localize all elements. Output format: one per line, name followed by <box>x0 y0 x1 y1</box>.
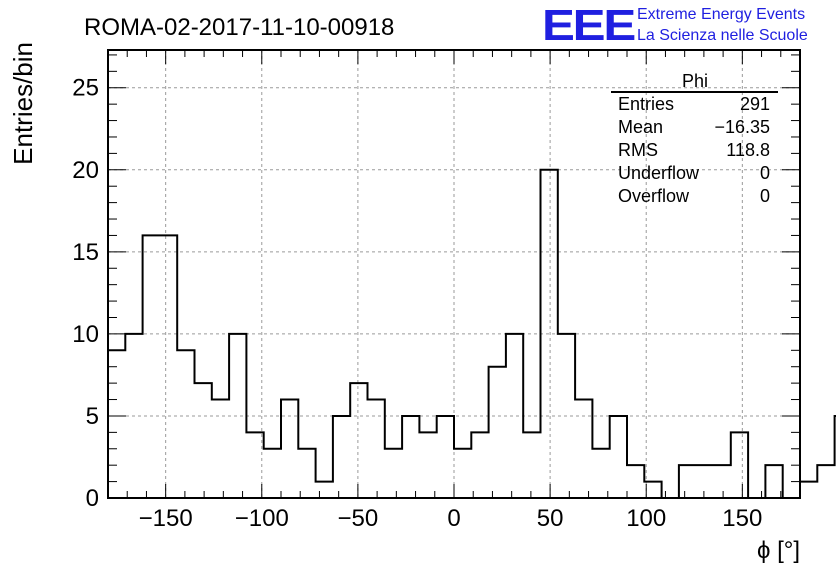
x-tick-label: 0 <box>447 505 460 532</box>
histogram-bin-29 <box>610 416 627 498</box>
histogram-bin-19 <box>437 416 454 498</box>
y-axis-label: Entries/bin <box>8 42 38 165</box>
stats-underflow-value: 0 <box>760 163 770 183</box>
axis-ticks <box>107 50 801 499</box>
y-tick-label: 0 <box>86 485 99 512</box>
x-tick-labels: −150 −100 −50 0 50 100 150 <box>139 505 763 532</box>
histogram-bin-9 <box>264 449 281 498</box>
histogram-bin-0 <box>108 350 125 498</box>
histogram-bin-27 <box>575 400 592 498</box>
stats-mean-value: −16.35 <box>714 117 770 137</box>
histogram-bin-15 <box>368 400 385 498</box>
histogram-bin-14 <box>350 383 367 498</box>
stats-underflow-label: Underflow <box>618 163 700 183</box>
histogram-bin-22 <box>489 367 506 498</box>
y-tick-labels: 0 5 10 15 20 25 <box>72 75 99 512</box>
histogram-bin-18 <box>419 432 436 498</box>
histogram-bin-35 <box>714 465 731 498</box>
stats-entries-label: Entries <box>618 94 674 114</box>
stats-box: Phi Entries 291 Mean −16.35 RMS 118.8 Un… <box>611 71 778 206</box>
y-tick-label: 20 <box>72 157 99 184</box>
histogram-bin-13 <box>333 416 350 498</box>
eee-logo: EEE Extreme Energy Events La Scienza nel… <box>542 1 808 50</box>
x-axis-label: ϕ [°] <box>757 537 800 564</box>
y-tick-label: 25 <box>72 75 99 102</box>
histogram-series <box>107 168 836 499</box>
grid-lines <box>108 50 800 498</box>
x-tick-label: 150 <box>722 505 762 532</box>
stats-mean-label: Mean <box>618 117 663 137</box>
y-tick-label: 5 <box>86 403 99 430</box>
histogram-bin-4 <box>177 350 194 498</box>
stats-rms-label: RMS <box>618 140 658 160</box>
histogram-bin-6 <box>212 400 229 498</box>
histogram-line <box>107 168 836 499</box>
x-tick-label: 50 <box>537 505 564 532</box>
chart-title: ROMA-02-2017-11-10-00918 <box>84 14 394 41</box>
y-tick-label: 10 <box>72 321 99 348</box>
histogram-bin-31 <box>644 482 661 498</box>
histogram-bin-38 <box>765 465 782 498</box>
histogram-bin-10 <box>281 400 298 498</box>
histogram-bin-34 <box>696 465 713 498</box>
stats-rms-value: 118.8 <box>726 140 770 160</box>
logo-line2: La Scienza nelle Scuole <box>637 27 808 44</box>
histogram-bin-23 <box>506 334 523 498</box>
histogram-bin-41 <box>817 465 834 498</box>
stats-title: Phi <box>682 71 708 91</box>
histogram-bin-30 <box>627 465 644 498</box>
stats-overflow-value: 0 <box>760 186 770 206</box>
histogram-bin-8 <box>246 432 263 498</box>
histogram-bin-25 <box>541 170 558 498</box>
histogram-bin-24 <box>523 432 540 498</box>
histogram-bin-21 <box>471 432 488 498</box>
stats-overflow-label: Overflow <box>618 186 690 206</box>
histogram-bin-28 <box>592 449 609 498</box>
x-tick-label: 100 <box>626 505 666 532</box>
histogram-bin-16 <box>385 449 402 498</box>
histogram-bin-20 <box>454 449 471 498</box>
logo-letters: EEE <box>542 1 635 50</box>
y-tick-label: 15 <box>72 239 99 266</box>
histogram-bin-2 <box>143 235 160 498</box>
histogram-bin-40 <box>800 482 817 498</box>
logo-line1: Extreme Energy Events <box>637 6 805 23</box>
histogram-bin-12 <box>316 482 333 498</box>
histogram-bin-7 <box>229 334 246 498</box>
stats-entries-value: 291 <box>740 94 770 114</box>
histogram-bin-5 <box>195 383 212 498</box>
histogram-bin-3 <box>160 235 177 498</box>
histogram-bin-33 <box>679 465 696 498</box>
x-tick-label: −50 <box>338 505 379 532</box>
histogram-bin-17 <box>402 416 419 498</box>
histogram-bin-11 <box>298 449 315 498</box>
x-tick-label: −100 <box>235 505 289 532</box>
x-tick-label: −150 <box>139 505 193 532</box>
histogram-bin-36 <box>731 432 748 498</box>
